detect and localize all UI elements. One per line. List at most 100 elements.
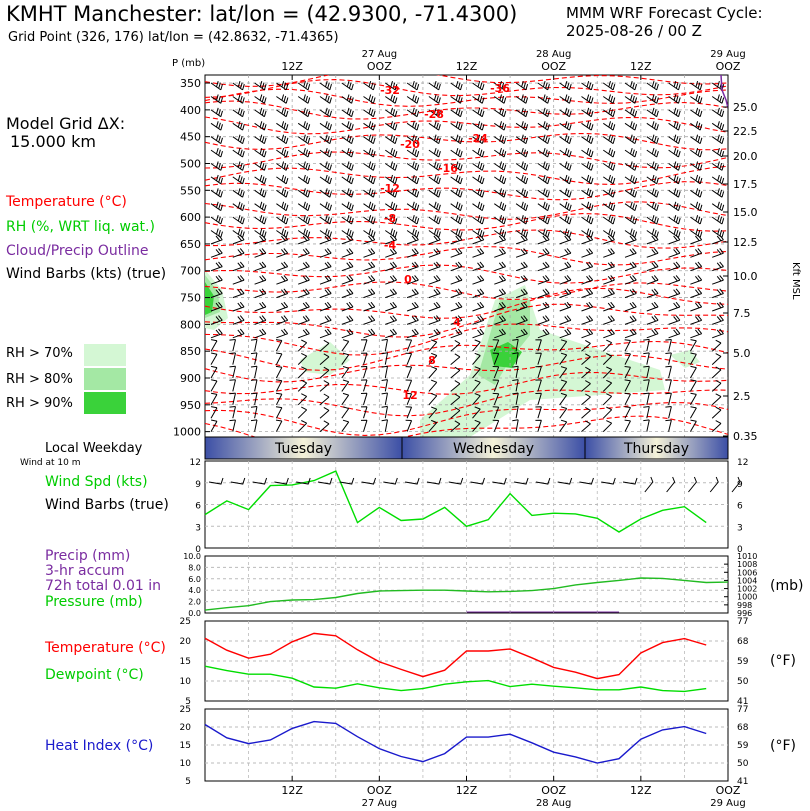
wind-barb bbox=[537, 328, 550, 339]
wind-barb bbox=[363, 248, 376, 258]
wind-barb bbox=[232, 328, 245, 339]
wind-barb bbox=[341, 174, 354, 185]
wind-barb bbox=[535, 379, 542, 392]
wind-barb bbox=[515, 201, 529, 212]
wind-barb bbox=[690, 174, 703, 185]
wind-barb bbox=[298, 328, 310, 339]
pressure-tick-label: 1006 bbox=[737, 568, 757, 577]
wind-barb bbox=[319, 161, 332, 171]
wind-barb bbox=[250, 365, 258, 379]
wind-barb bbox=[559, 228, 572, 238]
wind-barb bbox=[492, 419, 500, 432]
wind-barb bbox=[624, 301, 637, 312]
wind-barb bbox=[298, 248, 310, 258]
temperature-contour bbox=[205, 88, 728, 107]
wind-barb bbox=[450, 188, 463, 198]
wind-barb bbox=[360, 366, 368, 379]
wind-barb bbox=[603, 261, 615, 272]
wind-barb bbox=[319, 228, 332, 238]
wind-barb bbox=[559, 161, 572, 171]
temperature-contour bbox=[205, 165, 728, 185]
wind-barb bbox=[624, 94, 638, 104]
wind-barb bbox=[581, 339, 591, 352]
wind-barb bbox=[515, 228, 529, 238]
wind-barb bbox=[492, 339, 500, 352]
wind-barb bbox=[624, 174, 638, 185]
day-band-label: Tuesday bbox=[274, 441, 332, 457]
wind-barb bbox=[210, 275, 223, 285]
legend-cloud: Cloud/Precip Outline bbox=[6, 243, 149, 259]
wind-barb bbox=[690, 121, 703, 131]
surface-wind-barb bbox=[426, 477, 442, 485]
wind-barb bbox=[494, 275, 506, 285]
wind-barb bbox=[232, 228, 245, 238]
temperature-contour bbox=[205, 389, 728, 417]
wind-barb bbox=[537, 174, 550, 185]
wind-barb bbox=[250, 419, 258, 432]
wind-barb bbox=[537, 315, 550, 325]
precip-tick-label: 6.0 bbox=[188, 575, 201, 584]
wind-barb bbox=[624, 134, 638, 145]
heat-f-tick-label: 77 bbox=[737, 705, 748, 715]
wind-barb bbox=[581, 288, 594, 299]
wind-barb bbox=[690, 201, 703, 212]
wind-barb bbox=[494, 248, 506, 258]
wind-barb bbox=[603, 215, 616, 225]
wind-barb bbox=[450, 366, 461, 379]
wind-barb bbox=[668, 288, 681, 299]
wind-barb bbox=[297, 352, 308, 365]
wind-barb bbox=[494, 301, 506, 312]
wind-barb bbox=[668, 121, 681, 131]
wind-barb bbox=[624, 366, 631, 379]
temp-tick-label: 10 bbox=[180, 677, 192, 687]
precip-accum-label: 3-hr accum bbox=[45, 563, 125, 579]
temp-f-tick-label: 50 bbox=[737, 677, 749, 687]
wind-barb bbox=[276, 275, 289, 285]
wind-barb bbox=[646, 328, 659, 339]
surface-wind-barb bbox=[361, 477, 377, 485]
wind-barb bbox=[494, 147, 507, 158]
wind-barb bbox=[428, 352, 438, 365]
wind-barb bbox=[297, 80, 311, 91]
wind-barb bbox=[492, 379, 500, 392]
wind-barb bbox=[515, 80, 529, 91]
wind-barb bbox=[581, 393, 591, 406]
wind-barb bbox=[472, 288, 485, 299]
wind-barb bbox=[363, 161, 376, 171]
wind-barb bbox=[581, 366, 591, 379]
wind-barb bbox=[319, 234, 332, 245]
temp-f-tick-label: 77 bbox=[737, 617, 748, 627]
wind-barb bbox=[690, 275, 703, 285]
wind-barb bbox=[624, 406, 631, 419]
wind-barb bbox=[210, 352, 218, 365]
pressure-tick-label: 1002 bbox=[737, 585, 757, 594]
wind-barb bbox=[624, 228, 638, 238]
precip-tick-label: 0.0 bbox=[188, 609, 201, 618]
wind-barb bbox=[624, 392, 631, 406]
wind-barb bbox=[319, 393, 330, 406]
wind-barb bbox=[537, 94, 550, 104]
wind-barb bbox=[406, 288, 419, 299]
wind-barb bbox=[428, 134, 441, 145]
wind-barb bbox=[341, 352, 350, 365]
wind-barb bbox=[581, 248, 594, 258]
rh70-region bbox=[300, 342, 350, 375]
wind-barb bbox=[643, 379, 650, 392]
wind-barb bbox=[515, 121, 529, 131]
wind-barb bbox=[341, 234, 354, 245]
wind-barb bbox=[254, 248, 267, 258]
wind-barb bbox=[428, 94, 441, 104]
surface-wind-barb bbox=[296, 477, 311, 485]
wind-barb bbox=[297, 366, 308, 379]
wind-barb bbox=[711, 406, 722, 419]
wind-barb bbox=[624, 275, 637, 285]
temperature-contour bbox=[205, 201, 728, 220]
wind-barb bbox=[297, 134, 311, 145]
wind-barb bbox=[646, 228, 659, 238]
wind-barb bbox=[450, 339, 461, 352]
wind-barb bbox=[363, 288, 376, 299]
wind-tick-label-right: 3 bbox=[737, 523, 743, 533]
temperature-contour-label: -4 bbox=[384, 239, 397, 252]
wind-barb bbox=[319, 366, 330, 379]
wind-barb bbox=[643, 338, 650, 352]
